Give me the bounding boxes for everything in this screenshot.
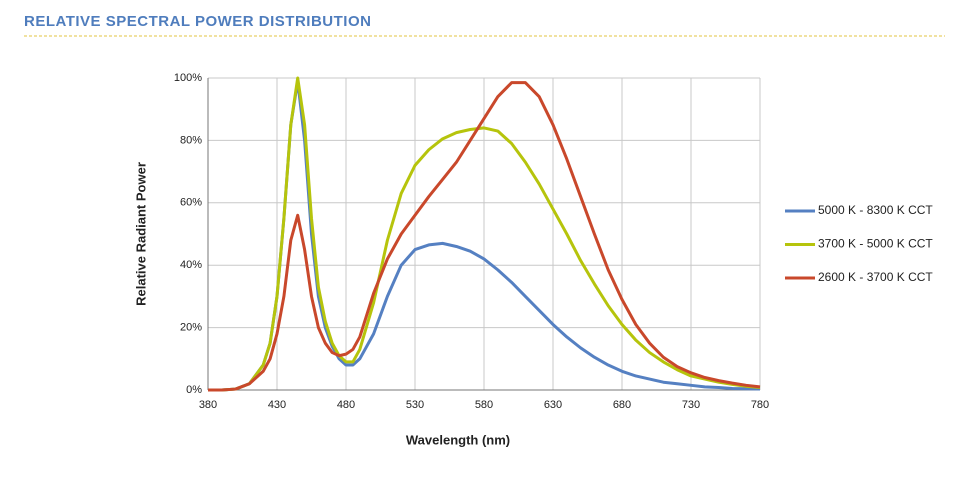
x-tick-label: 680 — [613, 399, 631, 411]
y-tick-label: 60% — [180, 197, 202, 209]
x-tick-label: 730 — [682, 399, 700, 411]
x-tick-label: 580 — [475, 399, 493, 411]
x-axis-label: Wavelength (nm) — [406, 432, 510, 447]
y-tick-label: 80% — [180, 134, 202, 146]
x-tick-label: 530 — [406, 399, 424, 411]
y-tick-label: 40% — [180, 259, 202, 271]
legend-label: 3700 K - 5000 K CCT — [818, 237, 933, 251]
x-tick-label: 630 — [544, 399, 562, 411]
x-tick-label: 480 — [337, 399, 355, 411]
series-line — [208, 81, 761, 392]
x-tick-label: 430 — [268, 399, 286, 411]
chart-title: RELATIVE SPECTRAL POWER DISTRIBUTION — [24, 13, 371, 30]
series-line — [208, 76, 761, 392]
y-tick-label: 100% — [174, 72, 202, 84]
x-tick-label: 380 — [199, 399, 217, 411]
legend-label: 5000 K - 8300 K CCT — [818, 203, 933, 217]
legend-label: 2600 K - 3700 K CCT — [818, 270, 933, 284]
y-tick-label: 20% — [180, 322, 202, 334]
x-tick-label: 780 — [751, 399, 769, 411]
y-tick-label: 0% — [186, 384, 202, 396]
y-axis-label: Relative Radiant Power — [133, 162, 148, 306]
